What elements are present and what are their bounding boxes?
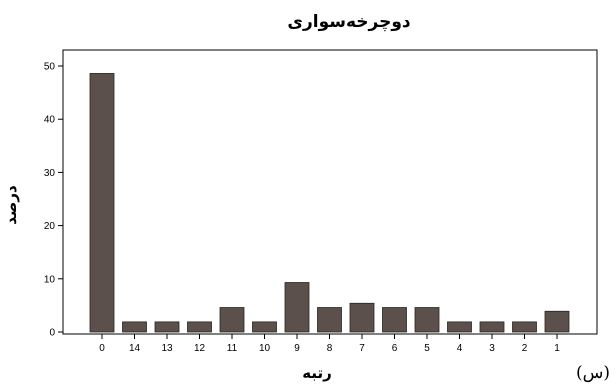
bar-13 [154,321,180,333]
chart-title: دوچرخه‌سواری [287,12,411,32]
x-tick-label: 4 [457,343,463,354]
x-tick-label: 5 [424,343,430,354]
y-tick-label: 0 [49,328,55,339]
x-tick-label: 2 [522,343,528,354]
x-tick-label: 6 [392,343,398,354]
y-tick-label: 10 [44,274,56,285]
y-axis-label: درصد [2,185,20,225]
bar-3 [479,321,505,333]
x-tick-label: 11 [227,343,238,354]
plot-frame [62,49,598,335]
bar-4 [447,321,472,333]
x-tick-label: 13 [161,343,173,354]
bar-11 [219,307,245,333]
x-tick-label: 14 [129,343,141,354]
bar-14 [122,321,147,333]
bar-12 [187,321,212,333]
x-tick-label: 3 [489,343,495,354]
y-tick-label: 20 [44,221,56,232]
bar-0 [89,73,115,333]
x-tick-label: 8 [327,343,333,354]
bar-1 [544,310,570,333]
bar-9 [284,282,310,333]
x-tick-label: 9 [294,343,300,354]
x-tick-label: 10 [259,343,271,354]
bar-10 [252,321,277,333]
bars [89,73,570,333]
x-tick-label: 1 [554,343,560,354]
bar-5 [414,307,440,333]
x-axis-label: رتبه [302,364,332,382]
corner-label: (س) [576,363,610,383]
bar-8 [317,307,342,333]
y-tick-label: 40 [44,115,56,126]
bar-7 [349,302,375,333]
x-axis: 0 14 13 12 11 10 9 8 7 6 5 4 3 2 1 [99,334,560,354]
x-tick-label: 7 [359,343,365,354]
y-axis: 0 10 20 30 40 50 [44,62,63,339]
y-tick-label: 30 [44,168,56,179]
bar-2 [512,321,537,333]
x-tick-label: 12 [194,343,206,354]
y-tick-label: 50 [44,62,56,73]
bar-6 [382,307,407,333]
x-tick-label: 0 [99,343,105,354]
